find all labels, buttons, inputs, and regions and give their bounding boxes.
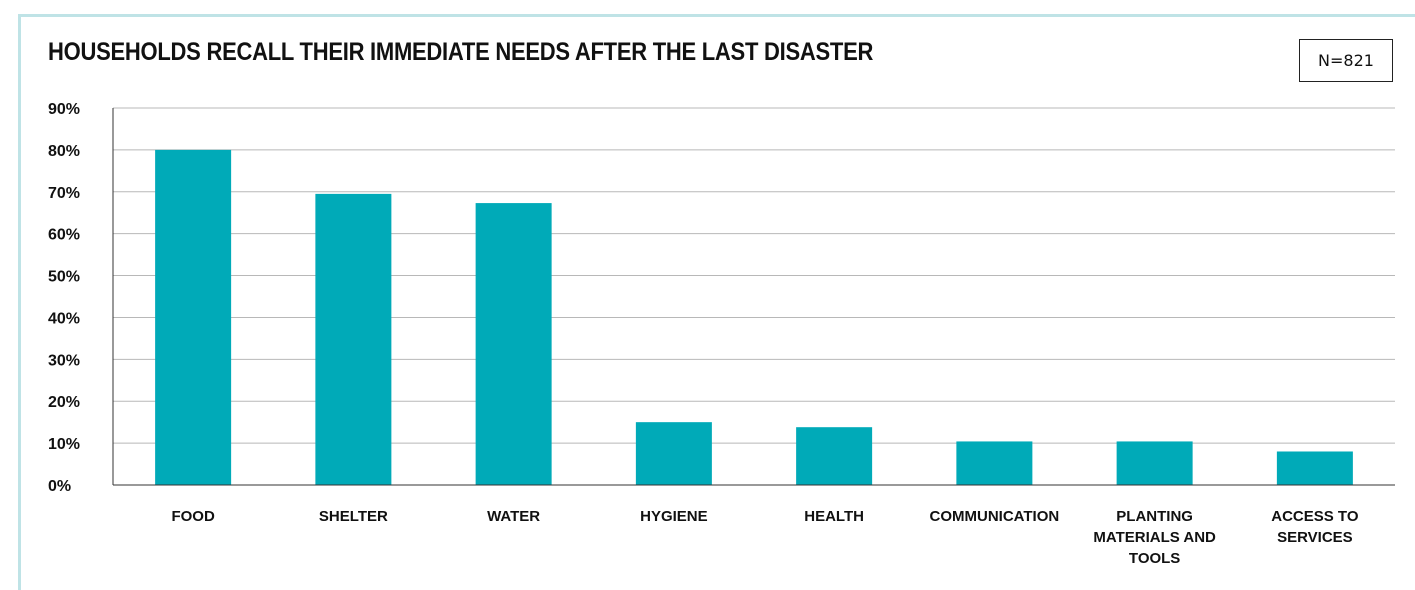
bar [315,193,392,485]
y-tick-label: 70% [48,185,80,202]
bar [1116,441,1193,485]
x-category-label: WATER [487,508,540,525]
bar [796,427,873,485]
grid-lines [113,107,1395,444]
frame-top-border [18,14,1415,17]
x-category-label-line: SERVICES [1277,529,1353,546]
x-axis: FOOD SHELTER WATER HYGIENE HEALTH COMMUNICATI… [113,484,1395,567]
bar [155,149,232,485]
x-category-label-line: SHELTER [319,508,388,525]
x-category-label: FOOD [171,508,214,525]
y-tick-label: 10% [48,436,80,453]
y-tick-label: 0% [48,478,71,495]
y-tick-label: 90% [48,101,80,118]
x-category-label-line: TOOLS [1129,550,1180,567]
x-category-label: PLANTING MATERIALS AND TOOLS [1093,508,1216,567]
x-category-label-line: HEALTH [804,508,864,525]
bar [635,422,712,485]
y-tick-label: 40% [48,310,80,327]
y-tick-label: 30% [48,352,80,369]
x-category-label-line: MATERIALS AND [1093,529,1216,546]
y-tick-label: 80% [48,143,80,160]
bar [475,203,552,486]
x-category-label-line: WATER [487,508,540,525]
sample-size-badge: N=821 [1299,39,1393,82]
bar [956,441,1033,485]
x-category-label: SHELTER [319,508,388,525]
y-axis: 0% 10% 20% 30% 40% 50% 60% 70% 80% 90% [48,101,114,495]
y-tick-label: 60% [48,227,80,244]
chart-title: HOUSEHOLDS RECALL THEIR IMMEDIATE NEEDS … [48,38,874,66]
x-category-label: COMMUNICATION [930,508,1060,525]
x-category-label: HYGIENE [640,508,708,525]
x-category-label: HEALTH [804,508,864,525]
x-category-label: ACCESS TO SERVICES [1271,508,1359,546]
x-category-label-line: COMMUNICATION [930,508,1060,525]
x-category-label-line: ACCESS TO [1271,508,1359,525]
y-tick-label: 50% [48,269,80,286]
bar [1276,451,1353,485]
y-tick-label: 20% [48,394,80,411]
x-category-label-line: FOOD [171,508,214,525]
frame-left-border [18,14,21,590]
x-category-label-line: PLANTING [1116,508,1193,525]
bars [155,149,1353,486]
x-category-label-line: HYGIENE [640,508,708,525]
